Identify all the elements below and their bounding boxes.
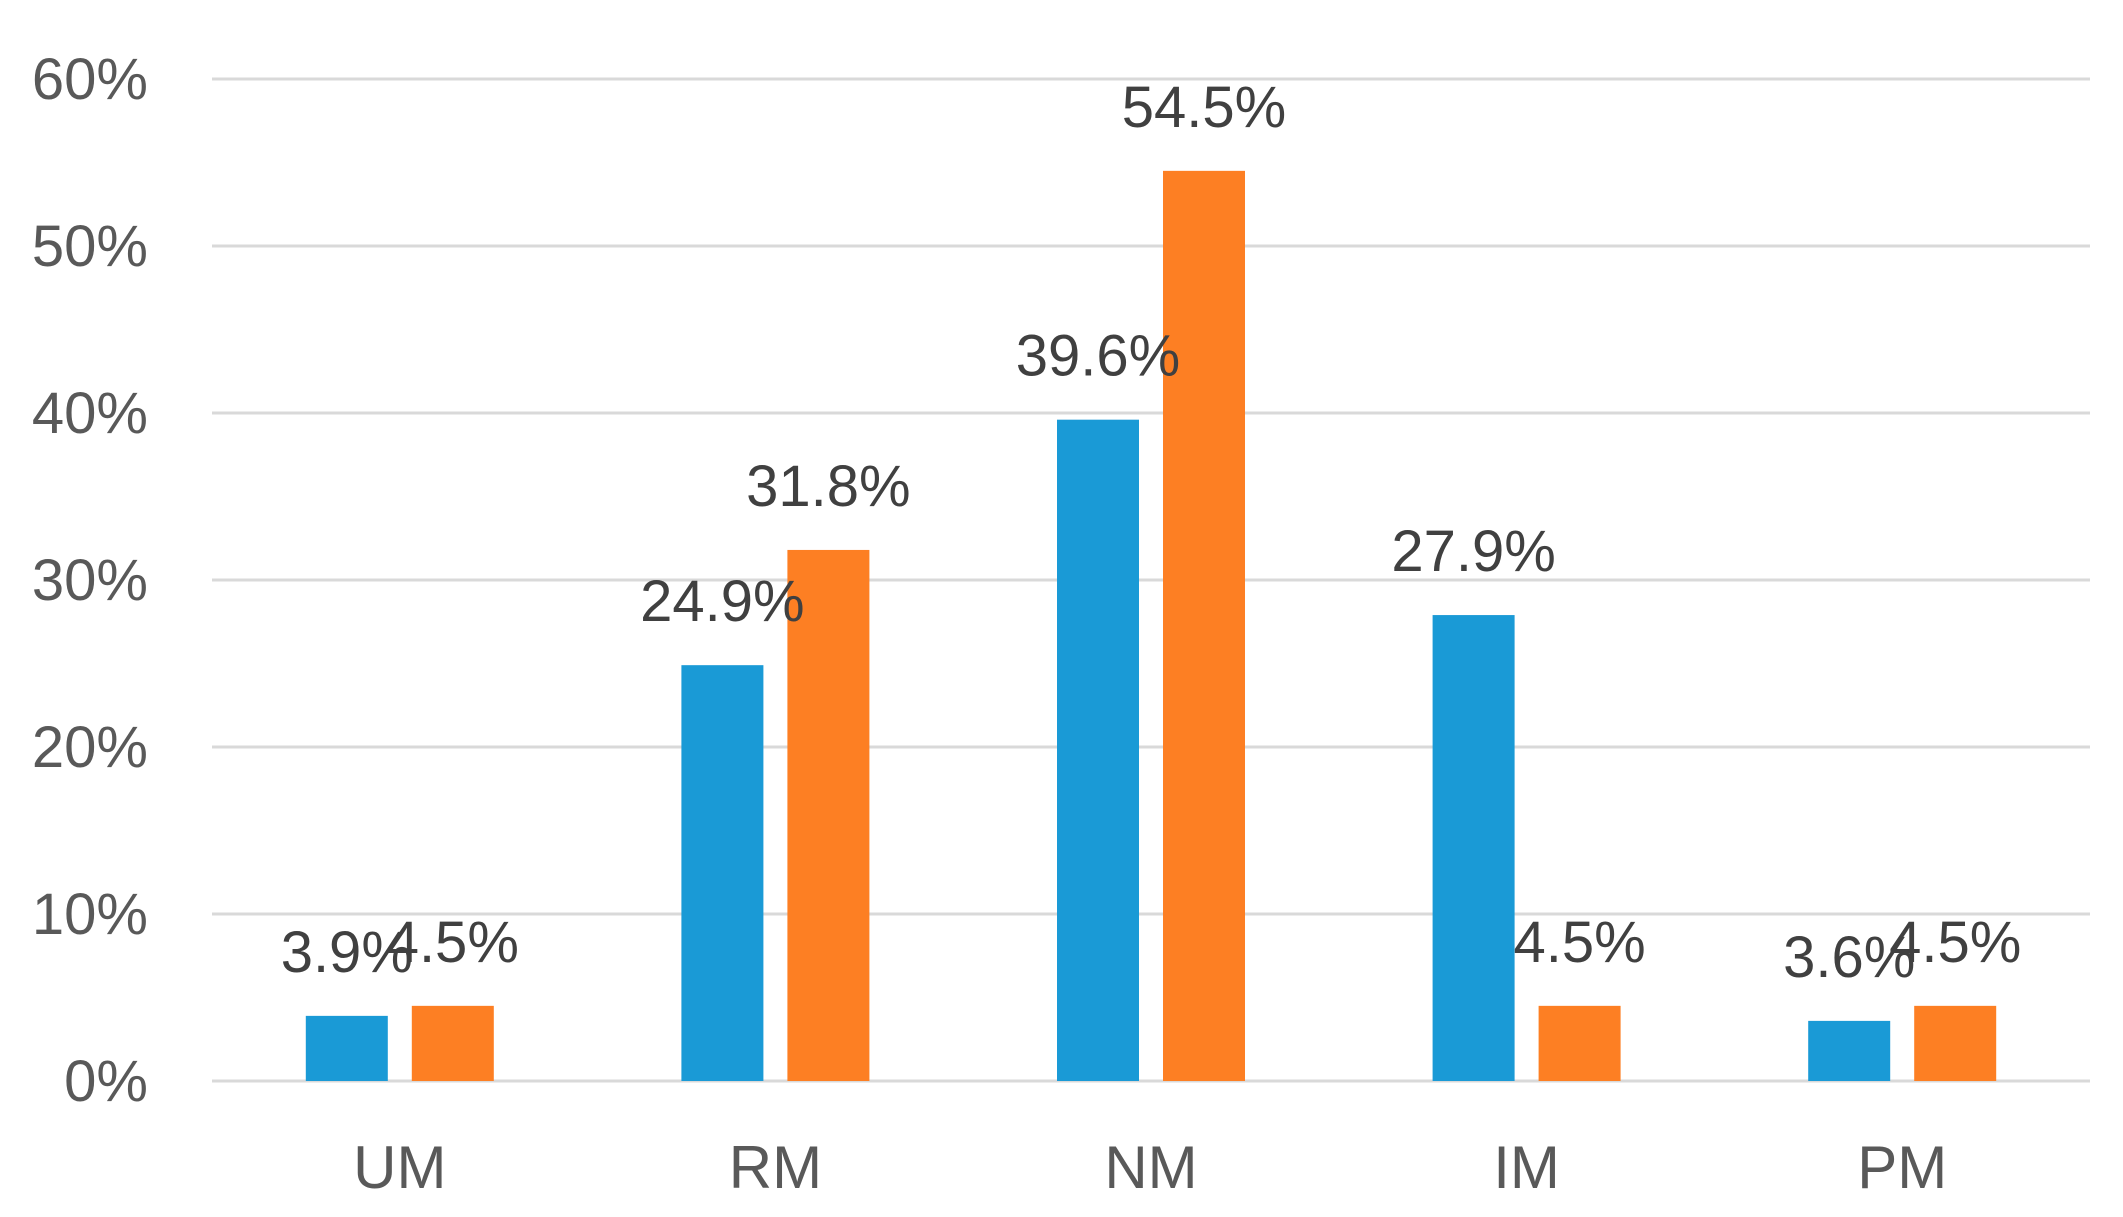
data-label: 3.6% — [1783, 925, 1915, 990]
bar-um-series-2 — [411, 1005, 494, 1081]
data-label: 4.5% — [1889, 910, 2021, 975]
y-tick-label: 40% — [32, 381, 148, 446]
x-category-label: IM — [1493, 1134, 1560, 1201]
bar-pm-series-2 — [1914, 1005, 1997, 1081]
y-tick-label: 60% — [32, 47, 148, 112]
bar-um-series-1 — [305, 1015, 388, 1081]
data-label: 3.9% — [281, 920, 413, 985]
data-label: 27.9% — [1391, 519, 1555, 584]
x-category-label: PM — [1857, 1134, 1947, 1201]
y-tick-label: 30% — [32, 548, 148, 613]
gridlines — [212, 77, 2090, 1083]
x-category-label: RM — [729, 1134, 822, 1201]
data-label: 54.5% — [1122, 75, 1286, 140]
bar-nm-series-2 — [1163, 170, 1245, 1082]
bar-nm-series-1 — [1057, 419, 1139, 1081]
bar-rm-series-1 — [681, 665, 764, 1081]
x-axis-category-labels: UM RM NM IM PM — [353, 1134, 1947, 1201]
bar-pm-series-1 — [1808, 1020, 1891, 1081]
bar-rm-series-2 — [787, 549, 870, 1081]
y-tick-label: 0% — [64, 1049, 148, 1114]
data-label: 39.6% — [1016, 324, 1180, 389]
y-tick-label: 10% — [32, 882, 148, 947]
x-category-label: NM — [1104, 1134, 1197, 1201]
data-label: 4.5% — [387, 910, 519, 975]
y-tick-label: 50% — [32, 214, 148, 279]
bars — [305, 170, 1997, 1082]
data-label: 31.8% — [746, 454, 910, 519]
y-tick-label: 20% — [32, 715, 148, 780]
y-axis-tick-labels: 0% 10% 20% 30% 40% 50% 60% — [32, 47, 148, 1114]
bar-im-series-1 — [1432, 615, 1515, 1081]
bar-im-series-2 — [1538, 1005, 1621, 1081]
x-category-label: UM — [353, 1134, 446, 1201]
data-label: 4.5% — [1513, 910, 1645, 975]
data-labels: 3.9%4.5%24.9%31.8%39.6%54.5%27.9%4.5% 3.6… — [281, 75, 2022, 990]
data-label: 24.9% — [640, 569, 804, 634]
